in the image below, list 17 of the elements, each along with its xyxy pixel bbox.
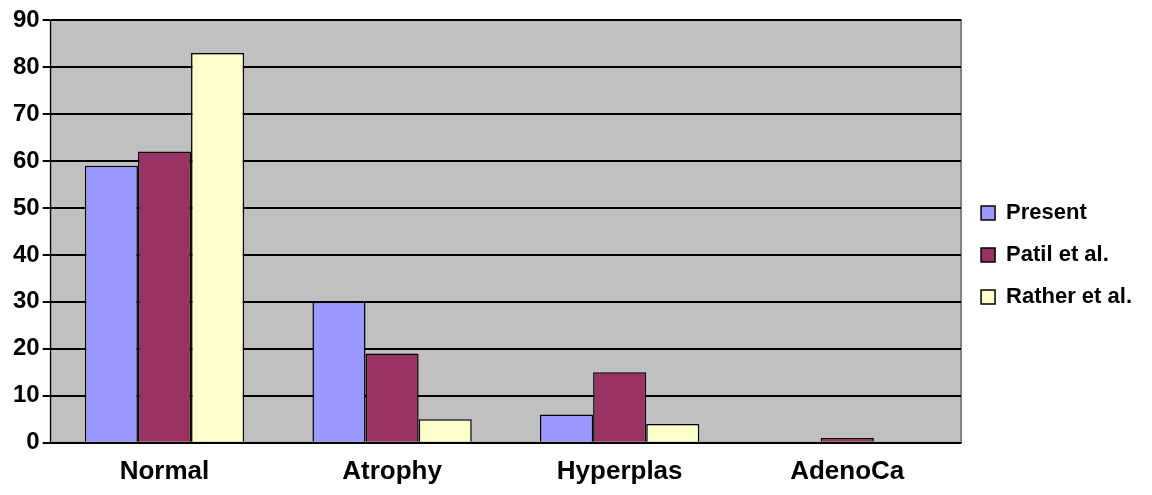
x-tick-label: Atrophy bbox=[342, 454, 443, 485]
y-tick-label: 80 bbox=[12, 51, 40, 79]
legend-label: Rather et al. bbox=[1006, 283, 1133, 309]
y-tick-label: 50 bbox=[12, 192, 40, 220]
y-tick-label: 90 bbox=[12, 4, 40, 32]
y-tick-label: 60 bbox=[12, 145, 40, 173]
y-tick-label: 0 bbox=[26, 427, 40, 455]
legend-label: Present bbox=[1006, 199, 1088, 225]
x-tick-label: Normal bbox=[119, 454, 210, 485]
y-tick-label: 30 bbox=[12, 286, 40, 314]
x-tick-label: AdenoCa bbox=[790, 454, 905, 485]
y-tick-label: 20 bbox=[12, 333, 40, 361]
legend-label: Patil et al. bbox=[1006, 241, 1109, 267]
y-tick-label: 40 bbox=[12, 239, 40, 267]
y-tick-label: 70 bbox=[12, 98, 40, 126]
y-tick-label: 10 bbox=[12, 380, 40, 408]
x-tick-label: Hyperplas bbox=[556, 454, 683, 485]
